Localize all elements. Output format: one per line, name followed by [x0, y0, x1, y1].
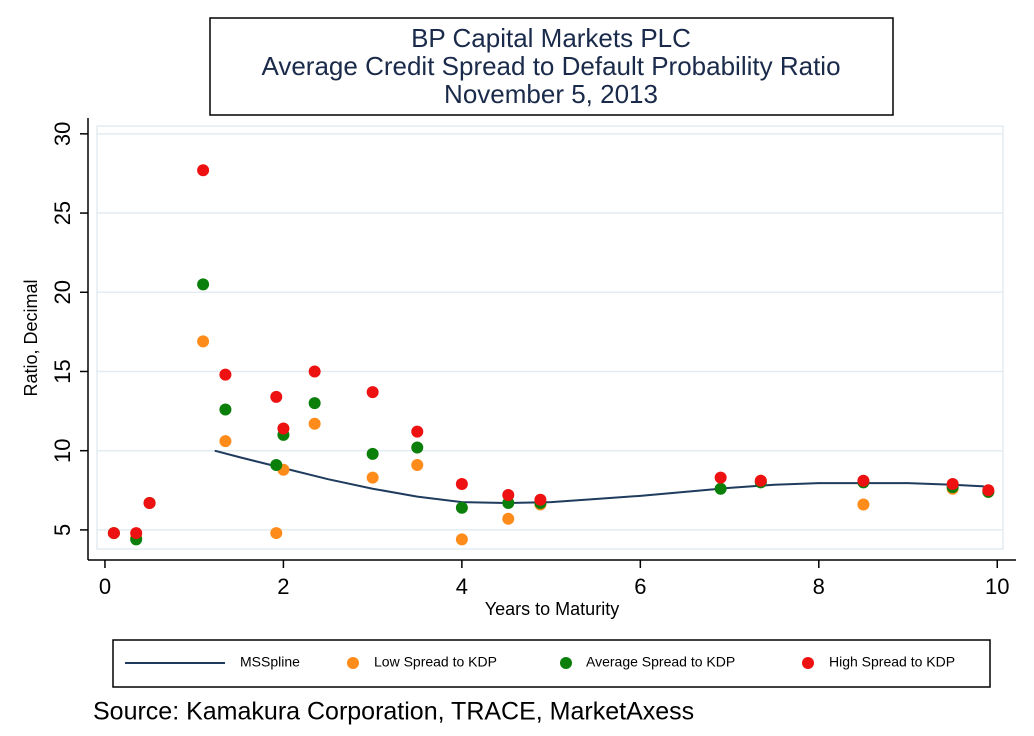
legend-box — [112, 639, 991, 688]
scatter-point — [277, 422, 290, 435]
x-axis-label: Years to Maturity — [485, 599, 619, 619]
x-tick-label: 6 — [634, 574, 646, 599]
scatter-point — [754, 474, 767, 487]
scatter-point — [197, 278, 210, 291]
scatter-point — [143, 496, 156, 509]
legend-label: Low Spread to KDP — [374, 654, 497, 670]
scatter-point — [219, 403, 232, 416]
scatter-point — [366, 447, 379, 460]
scatter-point — [455, 501, 468, 514]
y-tick-label: 10 — [50, 438, 75, 462]
scatter-point — [455, 533, 468, 546]
x-tick-label: 8 — [813, 574, 825, 599]
scatter-point — [502, 512, 515, 525]
y-tick-label: 5 — [50, 524, 75, 536]
title-box — [209, 17, 894, 116]
source-note: Source: Kamakura Corporation, TRACE, Mar… — [93, 698, 694, 726]
chart-title: November 5, 2013 — [444, 79, 658, 109]
legend-symbol — [560, 657, 572, 669]
y-tick-label: 30 — [50, 122, 75, 146]
legend-label: Average Spread to KDP — [586, 654, 735, 670]
chart-title: BP Capital Markets PLC — [411, 23, 691, 53]
scatter-point — [714, 482, 727, 495]
legend-label: MSSpline — [240, 654, 300, 670]
scatter-point — [411, 441, 424, 454]
scatter-point — [946, 477, 959, 490]
scatter-point — [270, 458, 283, 471]
scatter-point — [857, 498, 870, 511]
x-tick-label: 0 — [99, 574, 111, 599]
scatter-point — [308, 417, 321, 430]
scatter-point — [197, 164, 210, 177]
x-tick-label: 2 — [277, 574, 289, 599]
scatter-point — [502, 489, 515, 502]
scatter-point — [308, 365, 321, 378]
scatter-point — [455, 477, 468, 490]
y-tick-label: 15 — [50, 359, 75, 383]
scatter-point — [270, 390, 283, 403]
legend-symbol — [802, 657, 814, 669]
scatter-point — [982, 484, 995, 497]
scatter-point — [534, 493, 547, 506]
scatter-point — [308, 397, 321, 410]
x-tick-label: 4 — [456, 574, 468, 599]
scatter-point — [366, 386, 379, 399]
scatter-point — [411, 425, 424, 438]
scatter-point — [714, 471, 727, 484]
chart-title: Average Credit Spread to Default Probabi… — [261, 51, 840, 81]
scatter-point — [130, 527, 143, 540]
scatter-point — [197, 335, 210, 348]
scatter-point — [219, 368, 232, 381]
scatter-point — [366, 471, 379, 484]
scatter-point — [270, 527, 283, 540]
scatter-point — [411, 458, 424, 471]
y-tick-label: 25 — [50, 201, 75, 225]
y-tick-label: 20 — [50, 280, 75, 304]
scatter-point — [219, 435, 232, 448]
y-axis-label: Ratio, Decimal — [21, 279, 41, 396]
x-tick-label: 10 — [985, 574, 1009, 599]
legend-label: High Spread to KDP — [829, 654, 955, 670]
scatter-point — [857, 474, 870, 487]
legend-symbol — [347, 657, 359, 669]
scatter-point — [107, 527, 120, 540]
plot-region — [96, 125, 1004, 550]
